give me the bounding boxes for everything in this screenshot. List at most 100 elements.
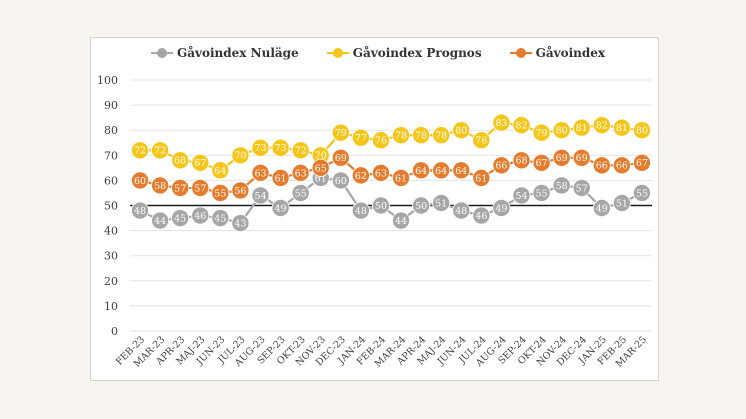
y-tick-label-90: 90 — [104, 99, 118, 112]
data-label-gavoindex-feb-24: 63 — [375, 168, 387, 179]
point-gavoindex-sep-24 — [512, 151, 531, 170]
point-prognos-sep-23 — [271, 138, 290, 157]
point-gavoindex-apr-24 — [412, 161, 431, 180]
data-label-nulage-maj-24: 51 — [435, 198, 447, 209]
data-label-nulage-nov-23: 61 — [315, 173, 327, 184]
y-tick-label-50: 50 — [104, 200, 118, 213]
data-label-gavoindex-aug-23: 63 — [254, 168, 266, 179]
point-gavoindex-feb-25 — [612, 156, 631, 175]
data-label-nulage-jul-24: 46 — [475, 211, 487, 222]
data-label-nulage-jan-25: 49 — [596, 203, 608, 214]
point-nulage-jan-24 — [351, 201, 370, 220]
y-tick-label-80: 80 — [104, 124, 118, 137]
y-tick-label-70: 70 — [104, 149, 118, 162]
point-prognos-okt-23 — [291, 141, 310, 160]
data-label-gavoindex-sep-24: 68 — [515, 156, 527, 167]
data-label-prognos-maj-24: 78 — [435, 131, 447, 142]
point-gavoindex-mar-23 — [151, 176, 170, 195]
point-nulage-mar-23 — [151, 211, 170, 230]
data-label-nulage-mar-24: 44 — [395, 216, 407, 227]
point-prognos-feb-24 — [371, 131, 390, 150]
data-label-prognos-dec-23: 79 — [335, 128, 347, 139]
legend-label-prognos: Gåvoindex Prognos — [352, 46, 482, 60]
point-prognos-jan-25 — [592, 116, 611, 135]
point-gavoindex-mar-24 — [392, 168, 411, 187]
point-nulage-jul-24 — [472, 206, 491, 225]
point-nulage-apr-24 — [412, 196, 431, 215]
data-label-gavoindex-jan-25: 66 — [596, 161, 608, 172]
y-tick-label-20: 20 — [104, 275, 118, 288]
point-nulage-sep-23 — [271, 199, 290, 218]
data-label-prognos-dec-24: 81 — [576, 123, 588, 134]
data-label-nulage-okt-24: 55 — [536, 188, 548, 199]
data-label-gavoindex-okt-23: 63 — [295, 168, 307, 179]
data-label-prognos-apr-23: 68 — [174, 156, 186, 167]
point-prognos-mar-25 — [632, 121, 651, 140]
data-label-nulage-aug-24: 49 — [495, 203, 507, 214]
point-prognos-aug-24 — [492, 113, 511, 132]
point-nulage-mar-25 — [632, 183, 651, 202]
data-label-prognos-aug-24: 83 — [495, 118, 507, 129]
point-gavoindex-nov-24 — [552, 148, 571, 167]
point-nulage-sep-24 — [512, 186, 531, 205]
point-prognos-apr-23 — [171, 151, 190, 170]
point-prognos-jul-23 — [231, 146, 250, 165]
y-tick-label-30: 30 — [104, 250, 118, 263]
data-label-gavoindex-jul-24: 61 — [475, 173, 487, 184]
data-label-nulage-sep-23: 49 — [275, 203, 287, 214]
point-nulage-aug-24 — [492, 199, 511, 218]
point-prognos-okt-24 — [532, 123, 551, 142]
point-nulage-dec-23 — [331, 171, 350, 190]
data-label-gavoindex-jul-23: 56 — [234, 186, 246, 197]
point-nulage-maj-24 — [432, 193, 451, 212]
y-tick-label-60: 60 — [104, 174, 118, 187]
point-prognos-dec-24 — [572, 118, 591, 137]
data-label-nulage-apr-24: 50 — [415, 201, 427, 212]
point-gavoindex-dec-24 — [572, 148, 591, 167]
point-gavoindex-jul-23 — [231, 181, 250, 200]
data-label-nulage-mar-23: 44 — [154, 216, 166, 227]
data-label-prognos-mar-25: 80 — [636, 126, 648, 137]
data-label-prognos-jul-24: 76 — [475, 136, 487, 147]
data-label-nulage-feb-24: 50 — [375, 201, 387, 212]
data-label-gavoindex-apr-24: 64 — [415, 166, 427, 177]
data-label-nulage-jan-24: 48 — [355, 206, 367, 217]
point-gavoindex-jun-24 — [452, 161, 471, 180]
data-label-nulage-aug-23: 54 — [254, 191, 266, 202]
data-label-gavoindex-maj-24: 64 — [435, 166, 447, 177]
point-nulage-jul-23 — [231, 214, 250, 233]
data-label-nulage-feb-23: 48 — [134, 206, 146, 217]
point-nulage-aug-23 — [251, 186, 270, 205]
data-label-gavoindex-mar-25: 67 — [636, 158, 648, 169]
data-label-prognos-nov-23: 70 — [315, 151, 327, 162]
data-label-nulage-jun-24: 48 — [455, 206, 467, 217]
data-label-gavoindex-okt-24: 67 — [536, 158, 548, 169]
data-label-prognos-aug-23: 73 — [254, 143, 266, 154]
point-prognos-jun-24 — [452, 121, 471, 140]
data-label-gavoindex-nov-23: 65 — [315, 163, 327, 174]
point-gavoindex-aug-23 — [251, 163, 270, 182]
data-label-nulage-feb-25: 51 — [616, 198, 628, 209]
data-label-prognos-feb-24: 76 — [375, 136, 387, 147]
data-label-gavoindex-jun-23: 55 — [214, 188, 226, 199]
legend-label-nulage: Gåvoindex Nuläge — [177, 46, 299, 60]
data-label-nulage-jul-23: 43 — [234, 218, 246, 229]
data-label-gavoindex-sep-23: 61 — [275, 173, 287, 184]
y-tick-label-40: 40 — [104, 225, 118, 238]
data-label-gavoindex-jan-24: 62 — [355, 171, 367, 182]
data-label-prognos-apr-24: 78 — [415, 131, 427, 142]
point-gavoindex-apr-23 — [171, 178, 190, 197]
legend-swatch-gavoindex — [509, 48, 532, 58]
point-gavoindex-okt-23 — [291, 163, 310, 182]
legend-swatch-nulage — [151, 48, 173, 58]
point-nulage-dec-24 — [572, 178, 591, 197]
point-prognos-mar-23 — [151, 141, 170, 160]
point-gavoindex-jan-24 — [351, 166, 370, 185]
data-label-nulage-maj-23: 46 — [194, 211, 206, 222]
data-label-nulage-jun-23: 45 — [214, 213, 226, 224]
point-gavoindex-nov-23 — [311, 158, 330, 177]
line-chart: 0102030405060708090100FEB-23MAR-23APR-23… — [97, 74, 652, 370]
point-nulage-maj-23 — [191, 206, 210, 225]
point-nulage-okt-24 — [532, 183, 551, 202]
data-label-gavoindex-maj-23: 57 — [194, 183, 206, 194]
